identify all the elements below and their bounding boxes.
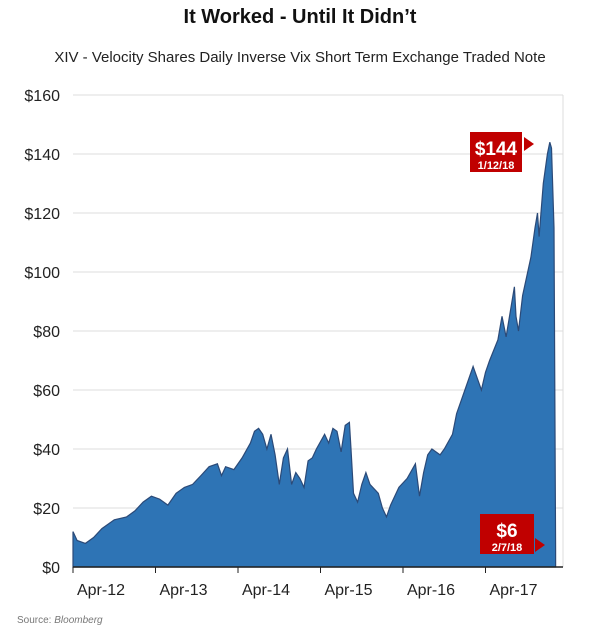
- chart-title: It Worked - Until It Didn’t: [183, 6, 417, 28]
- x-tick-label: Apr-14: [242, 582, 290, 599]
- callout-date-peak: 1/12/18: [478, 160, 515, 172]
- y-tick-label: $40: [33, 442, 60, 459]
- callout-box-peak: [470, 132, 522, 172]
- y-tick-label: $80: [33, 324, 60, 341]
- source-note: Source: Bloomberg: [17, 615, 103, 626]
- series-area-xiv: [72, 142, 557, 568]
- x-tick-label: Apr-12: [77, 582, 125, 599]
- callout-date-crash: 2/7/18: [492, 542, 523, 554]
- chart-subtitle: XIV - Velocity Shares Daily Inverse Vix …: [54, 49, 546, 66]
- x-tick-label: Apr-16: [407, 582, 455, 599]
- source-name: Bloomberg: [54, 615, 103, 626]
- callout-arrow-peak: [524, 137, 534, 151]
- x-tick-label: Apr-13: [159, 582, 207, 599]
- y-tick-label: $120: [24, 206, 60, 223]
- y-tick-label: $60: [33, 383, 60, 400]
- y-tick-label: $0: [42, 560, 60, 577]
- callout-value-crash: $6: [496, 521, 517, 542]
- x-tick-label: Apr-17: [489, 582, 537, 599]
- callout-value-peak: $144: [475, 139, 518, 160]
- x-tick-label: Apr-15: [324, 582, 372, 599]
- callout-arrow-crash: [535, 538, 545, 552]
- y-tick-label: $20: [33, 501, 60, 518]
- callout-box-crash: [480, 514, 534, 554]
- source-label: Source:: [17, 615, 52, 626]
- y-tick-label: $100: [24, 265, 60, 282]
- y-tick-label: $160: [24, 88, 60, 105]
- y-tick-label: $140: [24, 147, 60, 164]
